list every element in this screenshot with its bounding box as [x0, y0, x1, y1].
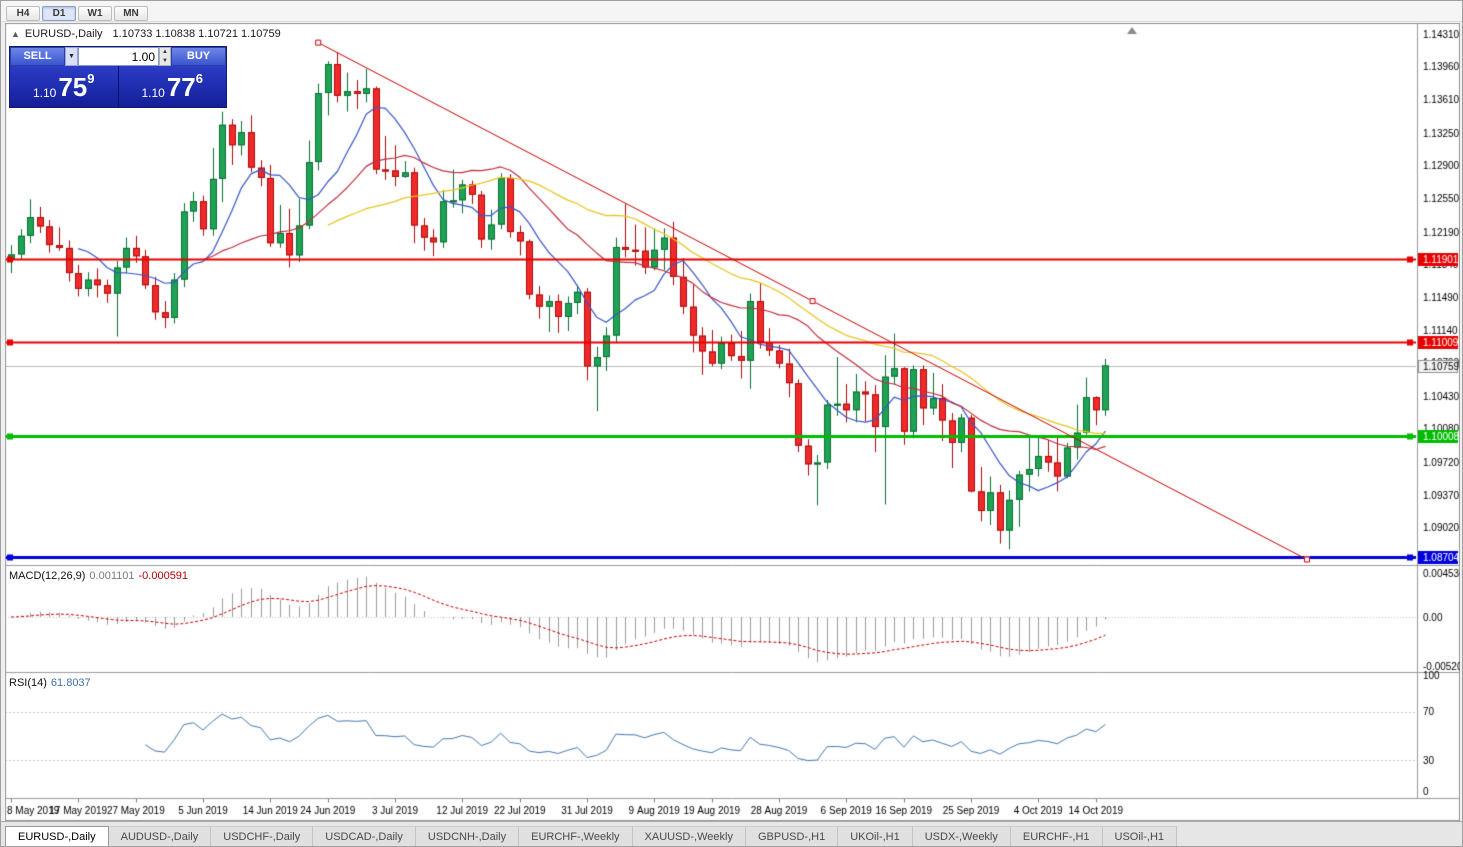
stepper-up-icon[interactable]: ▲ — [162, 49, 168, 55]
sell-button[interactable]: SELL — [10, 47, 65, 66]
volume-stepper[interactable]: ▲ ▼ — [159, 47, 171, 66]
sell-price-main: 75 — [58, 71, 88, 102]
sell-price-sup: 9 — [87, 71, 95, 86]
buy-button[interactable]: BUY — [171, 47, 226, 66]
symbol-tab[interactable]: AUDUSD-,Daily — [108, 826, 212, 846]
symbol-tab[interactable]: USDCAD-,Daily — [313, 826, 416, 846]
timeframe-button-h4[interactable]: H4 — [6, 6, 40, 21]
symbol-tab[interactable]: UKOil-,H1 — [838, 826, 913, 846]
chart-canvas[interactable] — [5, 23, 1460, 821]
stepper-down-icon[interactable]: ▼ — [162, 57, 168, 64]
one-click-collapse-icon[interactable]: ▲ — [11, 29, 20, 39]
symbol-tab[interactable]: USDCNH-,Daily — [415, 826, 520, 846]
symbol-tab[interactable]: USOil-,H1 — [1102, 826, 1178, 846]
macd-name: MACD(12,26,9) — [9, 570, 86, 582]
symbol-tab[interactable]: USDX-,Weekly — [912, 826, 1011, 846]
volume-input[interactable] — [78, 47, 159, 66]
chart-symbol-label: EURUSD-,Daily — [24, 28, 103, 40]
buy-price-main: 77 — [166, 71, 196, 102]
chart-title: ▲ EURUSD-,Daily 1.10733 1.10838 1.10721 1.… — [11, 28, 281, 40]
buy-price[interactable]: 1.10 77 6 — [118, 66, 226, 107]
volume-dropdown-arrow[interactable]: ▼ — [65, 47, 78, 66]
symbol-tab[interactable]: EURCHF-,H1 — [1010, 826, 1103, 846]
timeframe-button-w1[interactable]: W1 — [78, 6, 112, 21]
symbol-tab[interactable]: EURUSD-,Daily — [5, 826, 109, 846]
macd-signal-value: -0.000591 — [138, 570, 189, 582]
buy-price-sup: 6 — [195, 71, 203, 86]
symbol-tab[interactable]: GBPUSD-,H1 — [745, 826, 839, 846]
rsi-name: RSI(14) — [9, 677, 47, 689]
sell-price-prefix: 1.10 — [32, 86, 57, 100]
symbol-tab[interactable]: USDCHF-,Daily — [211, 826, 314, 846]
buy-price-prefix: 1.10 — [141, 86, 165, 100]
sell-price[interactable]: 1.10 75 9 — [10, 66, 119, 107]
macd-label: MACD(12,26,9) 0.001101 -0.000591 — [9, 570, 188, 582]
macd-main-value: 0.001101 — [89, 570, 135, 582]
rsi-label: RSI(14) 61.8037 — [9, 677, 91, 689]
timeframe-button-d1[interactable]: D1 — [42, 6, 76, 21]
symbol-tabbar: EURUSD-,Daily AUDUSD-,Daily USDCHF-,Daily U… — [1, 821, 1462, 846]
symbol-tab[interactable]: XAUUSD-,Weekly — [632, 826, 746, 846]
chart-ohlc-label: 1.10733 1.10838 1.10721 1.10759 — [112, 28, 281, 40]
timeframe-toolbar: H4 D1 W1 MN — [1, 1, 1462, 22]
timeframe-button-mn[interactable]: MN — [114, 6, 148, 21]
rsi-value: 61.8037 — [50, 677, 91, 689]
symbol-tab[interactable]: EURCHF-,Weekly — [519, 826, 633, 846]
